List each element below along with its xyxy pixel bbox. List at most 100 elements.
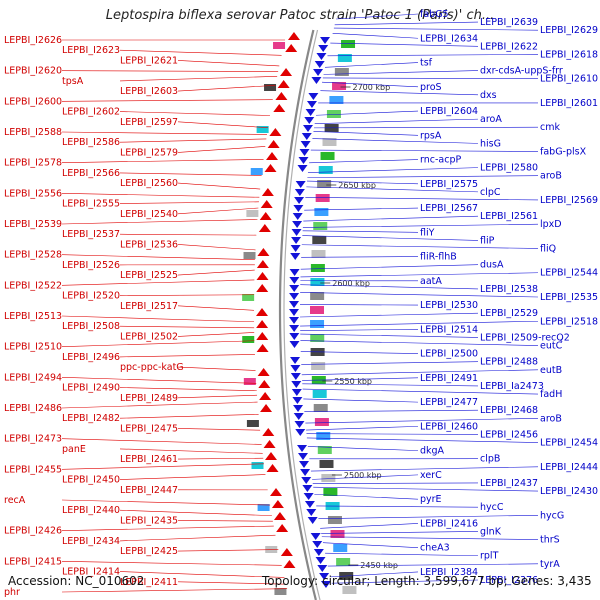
tick-label: 2700 kbp xyxy=(353,83,391,92)
gene-label-right: tsf xyxy=(420,58,433,69)
reverse-gene-arrow xyxy=(303,493,314,500)
leader-line-left xyxy=(61,463,264,470)
gene-label-right: LEPBI_I2580 xyxy=(480,163,538,174)
gene-label-left: LEPBI_I2508 xyxy=(62,321,120,332)
leader-line-right xyxy=(321,536,539,540)
gene-label-right: lpxD xyxy=(540,219,562,230)
leader-line-left xyxy=(177,394,258,399)
gene-label-left: LEPBI_I2522 xyxy=(4,280,62,291)
leader-line-left xyxy=(61,377,257,384)
reverse-gene-arrow xyxy=(305,109,316,116)
leader-line-right xyxy=(305,197,539,201)
gene-label-right: LEPBI_I2456 xyxy=(480,429,538,440)
leader-line-right xyxy=(316,505,479,508)
leader-line-left xyxy=(177,366,256,371)
reverse-gene-arrow xyxy=(291,381,302,388)
leader-line-left xyxy=(177,520,273,522)
gene-label-right: rnc-acpP xyxy=(420,155,461,166)
gene-label-right: LEPBI_Ia2473 xyxy=(480,381,544,392)
feature-block xyxy=(318,166,333,174)
gene-label-right: LEPBI_I2468 xyxy=(480,405,538,416)
leader-line-left xyxy=(119,294,255,296)
leader-line-right xyxy=(322,542,419,548)
feature-block xyxy=(327,516,342,524)
leader-line-right xyxy=(301,361,479,365)
leader-line-right xyxy=(310,149,539,152)
gene-label-left: LEPBI_I2489 xyxy=(120,393,178,404)
gene-label-right: LEPBI_I2544 xyxy=(540,268,598,279)
leader-line-left xyxy=(119,138,267,143)
feature-block xyxy=(312,236,327,244)
gene-label-right: LEPBI_I2622 xyxy=(480,41,538,52)
feature-block xyxy=(264,84,277,91)
leader-line-right xyxy=(314,118,479,124)
feature-block xyxy=(257,504,270,511)
leader-line-left xyxy=(177,182,261,190)
leader-line-left xyxy=(119,172,262,176)
gene-label-right: LEPBI_I2561 xyxy=(480,211,538,222)
gene-label-right: hycC xyxy=(480,502,504,513)
gene-label-right: dkgA xyxy=(420,446,445,457)
gene-label-left: tpsA xyxy=(62,76,84,87)
leader-line-left xyxy=(61,159,264,163)
gene-label-left: LEPBI_I2447 xyxy=(120,485,178,496)
leader-line-right xyxy=(300,351,419,354)
leader-line-left xyxy=(177,146,266,153)
gene-label-right: cmk xyxy=(540,122,560,133)
leader-line-right xyxy=(309,159,419,164)
gene-label-left: panE xyxy=(62,444,86,455)
feature-block xyxy=(310,334,325,342)
forward-gene-arrow xyxy=(273,512,286,520)
leader-line-left xyxy=(61,131,268,135)
feature-block xyxy=(337,54,352,62)
feature-block xyxy=(321,474,336,482)
gene-label-left: LEPBI_I2602 xyxy=(62,107,120,118)
leader-line-right xyxy=(302,223,539,228)
forward-gene-arrow xyxy=(267,140,280,148)
reverse-gene-arrow xyxy=(310,533,321,540)
reverse-gene-arrow xyxy=(293,405,304,412)
leader-line-right xyxy=(324,62,419,68)
reverse-gene-arrow xyxy=(293,205,304,212)
gene-label-right: aroB xyxy=(540,171,562,182)
forward-gene-arrow xyxy=(259,212,272,220)
gene-label-right: fliP xyxy=(480,235,495,246)
leader-line-left xyxy=(61,401,258,409)
gene-label-right: LEPBI_I2538 xyxy=(480,284,538,295)
reverse-gene-arrow xyxy=(311,77,322,84)
leader-line-left xyxy=(119,76,278,82)
map-title: Leptospira biflexa serovar Patoc strain … xyxy=(105,8,495,23)
reverse-gene-arrow xyxy=(297,165,308,172)
reverse-gene-arrow xyxy=(289,285,300,292)
forward-gene-arrow xyxy=(263,440,276,448)
topology-text: Topology: circular; Length: 3,599,677 bp… xyxy=(262,574,592,588)
leader-line-right xyxy=(303,215,479,222)
gene-label-right: dusA xyxy=(480,260,504,271)
forward-gene-arrow xyxy=(259,392,272,400)
leader-line-right xyxy=(304,409,479,413)
gene-label-left: LEPBI_I2579 xyxy=(120,147,178,158)
reverse-gene-arrow xyxy=(316,53,327,60)
leader-line-left xyxy=(177,85,276,92)
leader-line-right xyxy=(300,312,479,318)
feature-block xyxy=(310,292,325,300)
gene-label-left: LEPBI_I2455 xyxy=(4,464,62,475)
feature-block xyxy=(332,82,347,90)
gene-label-right: LEPBI_I2618 xyxy=(540,49,598,60)
gene-label-left: LEPBI_I2560 xyxy=(120,178,178,189)
gene-label-right: proS xyxy=(420,82,442,93)
reverse-gene-arrow xyxy=(306,509,317,516)
gene-label-right: LEPBI_I2477 xyxy=(420,397,478,408)
gene-label-left: LEPBI_I2603 xyxy=(120,86,178,97)
feature-block xyxy=(342,586,357,594)
reverse-gene-arrow xyxy=(300,469,311,476)
reverse-gene-arrow xyxy=(301,133,312,140)
feature-block xyxy=(317,180,332,188)
leader-line-left xyxy=(119,325,255,329)
leader-line-right xyxy=(312,482,479,484)
leader-line-right xyxy=(310,466,539,472)
leader-line-right xyxy=(306,433,479,435)
gene-label-right: LEPBI_I2604 xyxy=(420,106,478,117)
reverse-gene-arrow xyxy=(289,309,300,316)
leader-line-right xyxy=(300,284,479,290)
